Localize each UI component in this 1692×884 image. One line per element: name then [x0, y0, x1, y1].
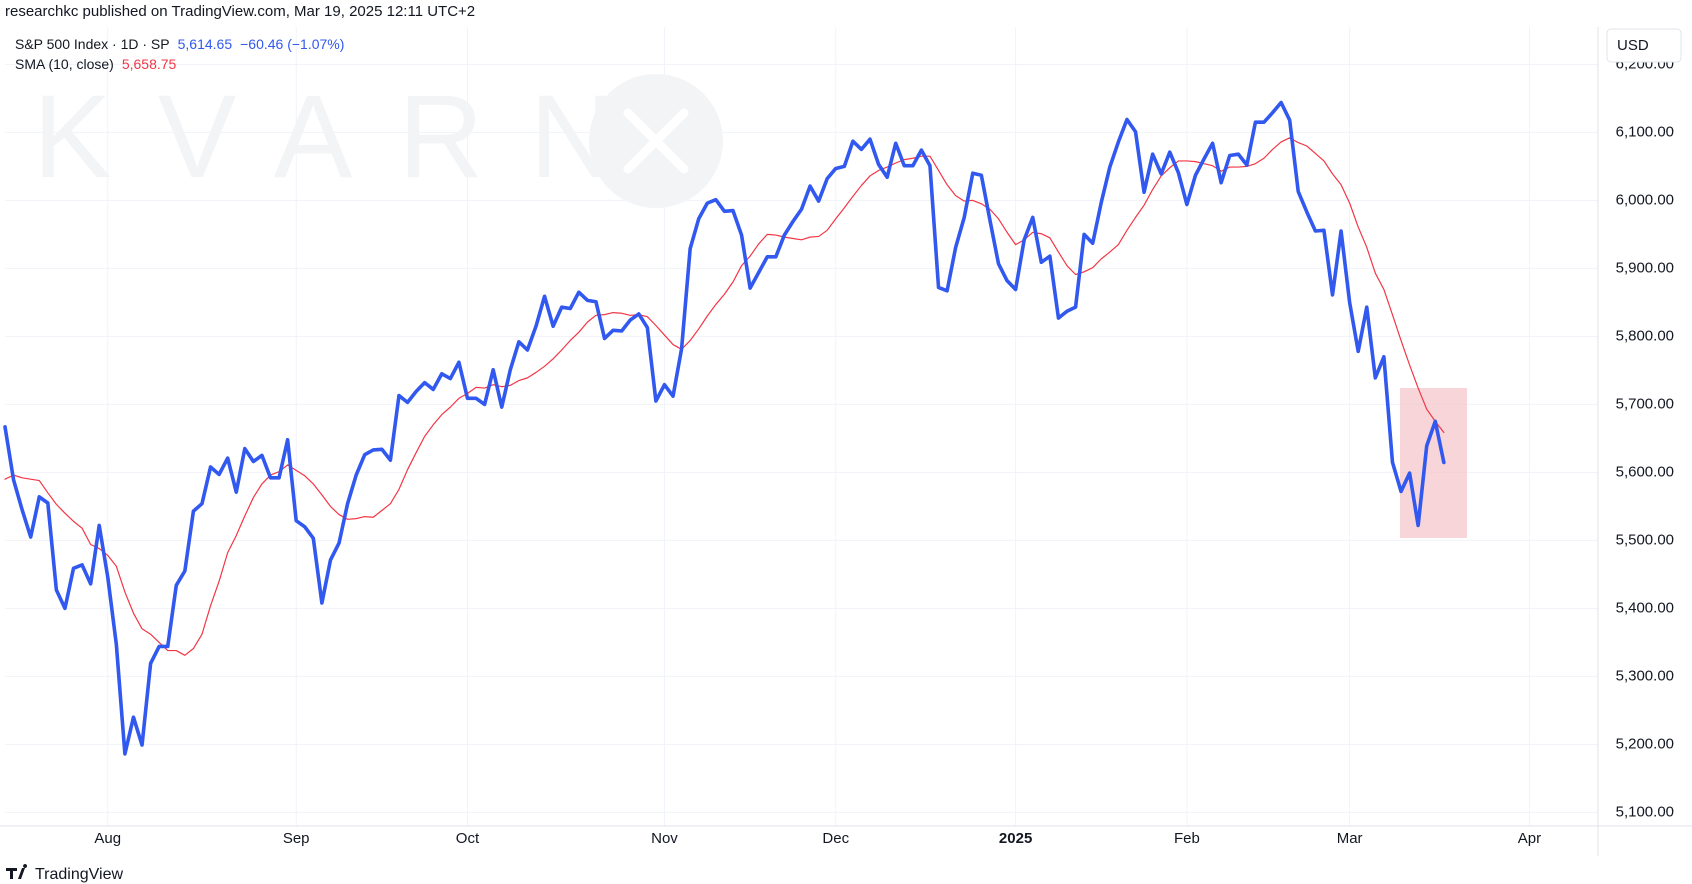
x-tick-label: Dec [822, 830, 849, 847]
y-tick-label: 5,600.00 [1616, 463, 1674, 480]
x-tick-label: Mar [1337, 830, 1363, 847]
x-tick-label: Nov [651, 830, 678, 847]
y-tick-label: 5,300.00 [1616, 667, 1674, 684]
currency-box[interactable] [1606, 28, 1682, 63]
legend-sma-name: SMA (10, close) [15, 56, 114, 72]
x-tick-label: 2025 [999, 830, 1032, 847]
y-tick-label: 5,500.00 [1616, 531, 1674, 548]
footer-logo [6, 864, 28, 879]
y-tick-label: 5,100.00 [1616, 803, 1674, 820]
legend-main-last: 5,614.65 [178, 36, 233, 52]
legend-main-change: −60.46 (−1.07%) [240, 36, 344, 52]
y-tick-label: 5,200.00 [1616, 735, 1674, 752]
x-tick-label: Aug [94, 830, 121, 847]
watermark-x [623, 108, 689, 174]
legend-main: S&P 500 Index · 1D · SP 5,614.65 −60.46 (−… [15, 36, 344, 52]
footer-brand: TradingView [35, 866, 123, 883]
grid-layer [5, 27, 1598, 826]
footer-icon [6, 864, 28, 879]
y-tick-label: 5,900.00 [1616, 259, 1674, 276]
publisher-line: researchkc published on TradingView.com,… [5, 3, 475, 20]
price-line [4, 137, 1445, 656]
legend-sma: SMA (10, close) 5,658.75 [15, 56, 177, 72]
y-tick-label: 5,400.00 [1616, 599, 1674, 616]
legend-sma-last: 5,658.75 [122, 56, 177, 72]
line-layer [3, 100, 1446, 756]
y-tick-label: 6,000.00 [1616, 191, 1674, 208]
x-tick-label: Apr [1518, 830, 1541, 847]
x-tick-label: Oct [456, 830, 480, 847]
currency-label: USD [1617, 37, 1649, 54]
price-line [3, 100, 1446, 756]
y-tick-label: 5,700.00 [1616, 395, 1674, 412]
x-tick-label: Sep [283, 830, 310, 847]
highlight-box [1400, 388, 1467, 538]
legend-main-name: S&P 500 Index · 1D · SP [15, 36, 170, 52]
watermark: KVARN [33, 71, 661, 203]
y-tick-label: 5,800.00 [1616, 327, 1674, 344]
x-tick-label: Feb [1174, 830, 1200, 847]
watermark-logo [589, 74, 723, 208]
y-tick-label: 6,100.00 [1616, 123, 1674, 140]
